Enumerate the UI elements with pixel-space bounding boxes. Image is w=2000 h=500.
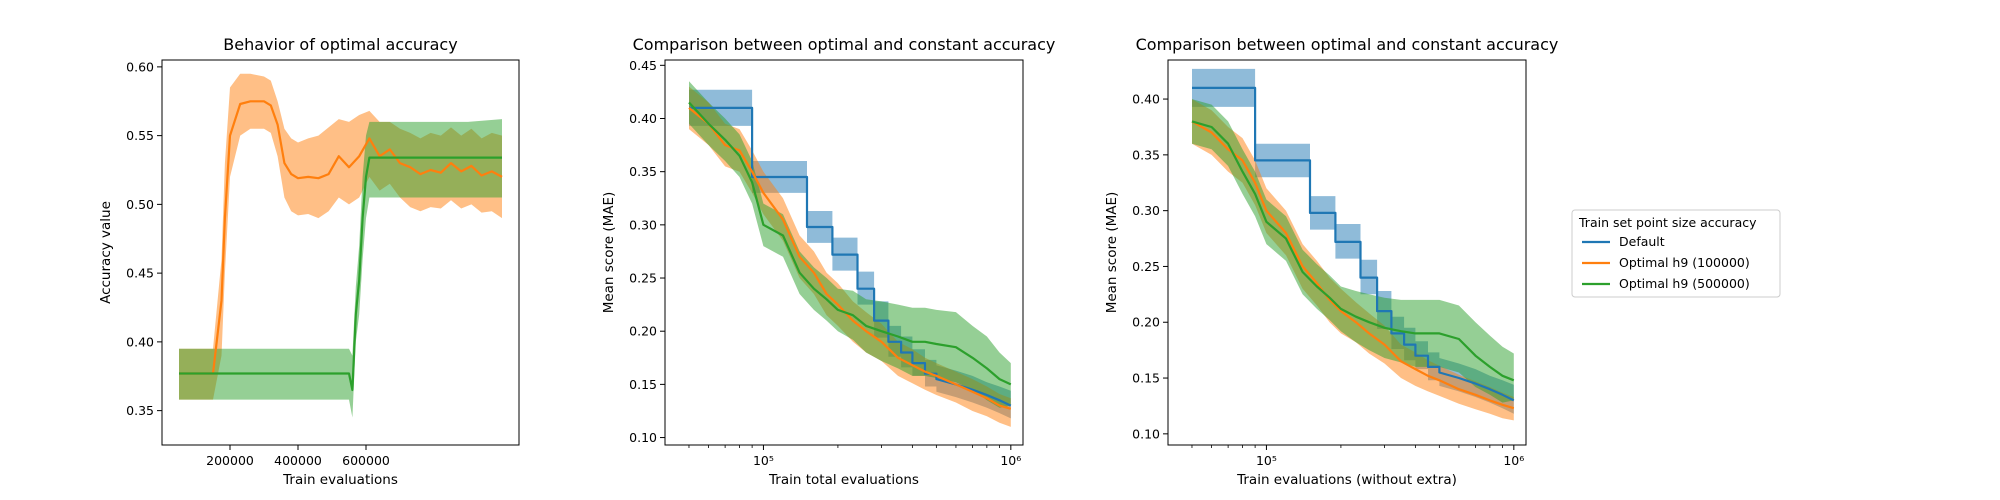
- y-tick-label: 0.45: [629, 58, 657, 73]
- series-3-band: [1192, 99, 1514, 403]
- y-tick-label: 0.55: [126, 128, 154, 143]
- legend: Train set point size accuracy Default Op…: [1571, 209, 1781, 298]
- chart-panel-2: 0.10 0.15 0.20 0.25 0.30 0.35 0.40 0.45 10⁵ 10⁶ Co…: [601, 35, 1055, 488]
- y-tick-label: 0.40: [126, 334, 154, 349]
- series-2-line: [179, 156, 502, 392]
- y-tick-label: 0.20: [1132, 315, 1160, 330]
- x-axis-label: Train evaluations (without extra): [1236, 472, 1457, 488]
- series-1-line: [689, 106, 1012, 407]
- legend-label-optimal-500000: Optimal h9 (500000): [1619, 276, 1750, 291]
- y-axis-label: Mean score (MAE): [1104, 192, 1120, 314]
- x-tick-label: 400000: [274, 453, 322, 468]
- series-2-band: [179, 119, 502, 418]
- y-tick-label: 0.10: [1132, 426, 1160, 441]
- y-tick-label: 0.35: [126, 403, 154, 418]
- legend-label-default: Default: [1619, 234, 1665, 249]
- y-tick-label: 0.25: [629, 271, 657, 286]
- series-3-band: [689, 81, 1011, 408]
- x-axis-label: Train evaluations: [282, 472, 398, 488]
- y-tick-label: 0.40: [1132, 92, 1160, 107]
- axes-frame: [1167, 59, 1527, 446]
- y-tick-label: 0.20: [629, 324, 657, 339]
- x-tick-label: 10⁶: [1503, 453, 1524, 468]
- series-3-line: [688, 101, 1012, 386]
- y-tick-label: 0.30: [1132, 203, 1160, 218]
- series-1-line: [179, 100, 503, 375]
- series-2-line: [688, 107, 1012, 410]
- y-tick-label: 0.50: [126, 197, 154, 212]
- y-tick-label: 0.40: [629, 111, 657, 126]
- y-tick-label: 0.45: [126, 266, 154, 281]
- y-tick-label: 0.35: [629, 164, 657, 179]
- x-tick-label: 10⁵: [1256, 453, 1277, 468]
- y-tick-label: 0.35: [1132, 147, 1160, 162]
- axes-frame: [664, 59, 1024, 446]
- panels: 0.35 0.40 0.45 0.50 0.55 0.60 200000 400000 6000…: [98, 35, 1558, 488]
- legend-frame: [1571, 209, 1781, 298]
- x-axis-label: Train total evaluations: [768, 472, 919, 488]
- x-tick-label: 10⁵: [753, 453, 774, 468]
- series-1-line: [1192, 86, 1515, 402]
- chart-title: Comparison between optimal and constant …: [1136, 35, 1559, 54]
- legend-title: Train set point size accuracy: [1578, 215, 1757, 230]
- axes-frame: [161, 59, 520, 446]
- x-tick-label: 200000: [206, 453, 254, 468]
- chart-panel-1: 0.35 0.40 0.45 0.50 0.55 0.60 200000 400000 6000…: [98, 35, 520, 488]
- x-tick-label: 600000: [342, 453, 390, 468]
- y-tick-label: 0.10: [629, 430, 657, 445]
- legend-label-optimal-100000: Optimal h9 (100000): [1619, 255, 1750, 270]
- y-axis-label: Mean score (MAE): [601, 192, 617, 314]
- y-tick-label: 0.25: [1132, 259, 1160, 274]
- series-2-line: [1191, 120, 1515, 410]
- y-tick-label: 0.60: [126, 59, 154, 74]
- series-3-line: [1191, 120, 1515, 382]
- y-axis-label: Accuracy value: [98, 201, 114, 304]
- chart-panel-3: 0.10 0.15 0.20 0.25 0.30 0.35 0.40 10⁵ 10⁶ Compar…: [1104, 35, 1558, 488]
- y-tick-label: 0.15: [1132, 371, 1160, 386]
- chart-title: Comparison between optimal and constant …: [633, 35, 1056, 54]
- y-tick-label: 0.30: [629, 217, 657, 232]
- y-tick-label: 0.15: [629, 377, 657, 392]
- x-tick-label: 10⁶: [1000, 453, 1021, 468]
- chart-title: Behavior of optimal accuracy: [223, 35, 457, 54]
